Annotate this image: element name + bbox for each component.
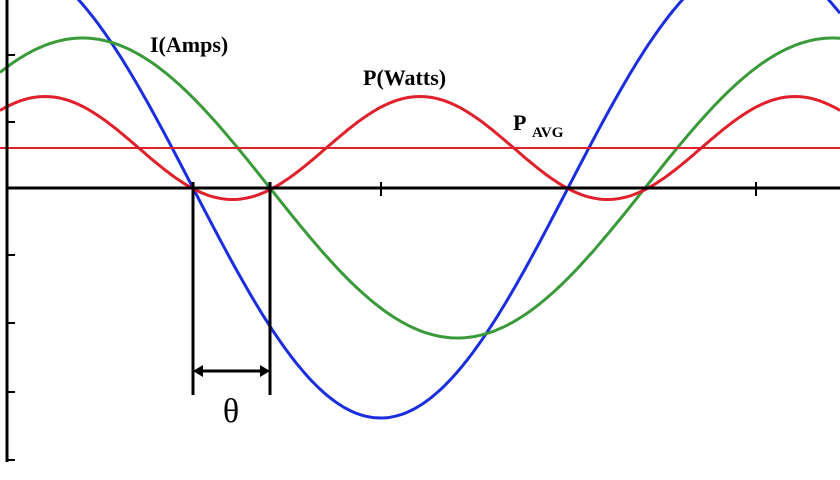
p-avg-label: P <box>513 110 526 135</box>
p-avg-subscript: AVG <box>532 125 564 141</box>
theta-label: θ <box>223 393 239 430</box>
current-label: I(Amps) <box>150 32 228 57</box>
axis-ticks <box>7 54 757 461</box>
curves <box>0 0 840 420</box>
voltage-wave <box>76 0 840 420</box>
power-label: P(Watts) <box>363 65 446 90</box>
power-wave <box>0 94 840 201</box>
axes <box>5 0 840 462</box>
current-wave <box>0 36 840 340</box>
